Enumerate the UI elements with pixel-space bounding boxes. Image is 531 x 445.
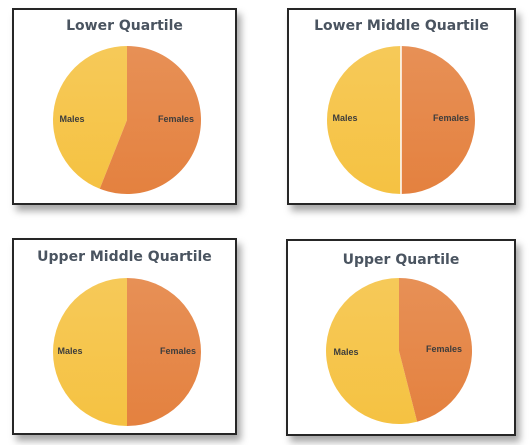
pie-slice-males [326,278,418,424]
pie-slice-males [53,278,127,426]
chart-panel-upper-quartile: Upper Quartile Males Females [286,239,516,436]
pie-label-females: Females [160,346,196,356]
pie-slice-females [99,46,202,194]
pie-label-females: Females [158,114,194,124]
chart-title: Upper Middle Quartile [37,249,212,265]
pie-label-males: Males [59,114,84,124]
pie-chart-lower-middle-quartile: Males Females [327,46,475,194]
pie-slice-females [399,278,473,422]
pie-slice-males [327,46,401,194]
pie-chart-lower-quartile: Males Females [53,46,202,194]
pie-slice-males [53,46,127,189]
pie-chart-upper-middle-quartile: Males Females [53,278,201,426]
pie-label-males: Males [57,346,82,356]
chart-title: Lower Quartile [66,18,183,34]
chart-panel-lower-middle-quartile: Lower Middle Quartile Males Females [287,8,516,205]
pie-label-males: Males [333,347,358,357]
pie-slice-females [127,278,201,426]
chart-panel-upper-middle-quartile: Upper Middle Quartile Males Females [12,238,237,435]
chart-title: Lower Middle Quartile [314,18,489,34]
pie-label-females: Females [426,344,462,354]
pie-label-females: Females [433,113,469,123]
pie-label-males: Males [332,113,357,123]
pie-chart-upper-quartile: Males Females [326,278,473,424]
chart-panel-lower-quartile: Lower Quartile Males Females [12,8,237,205]
chart-title: Upper Quartile [342,252,460,268]
pie-slice-females [401,46,475,194]
